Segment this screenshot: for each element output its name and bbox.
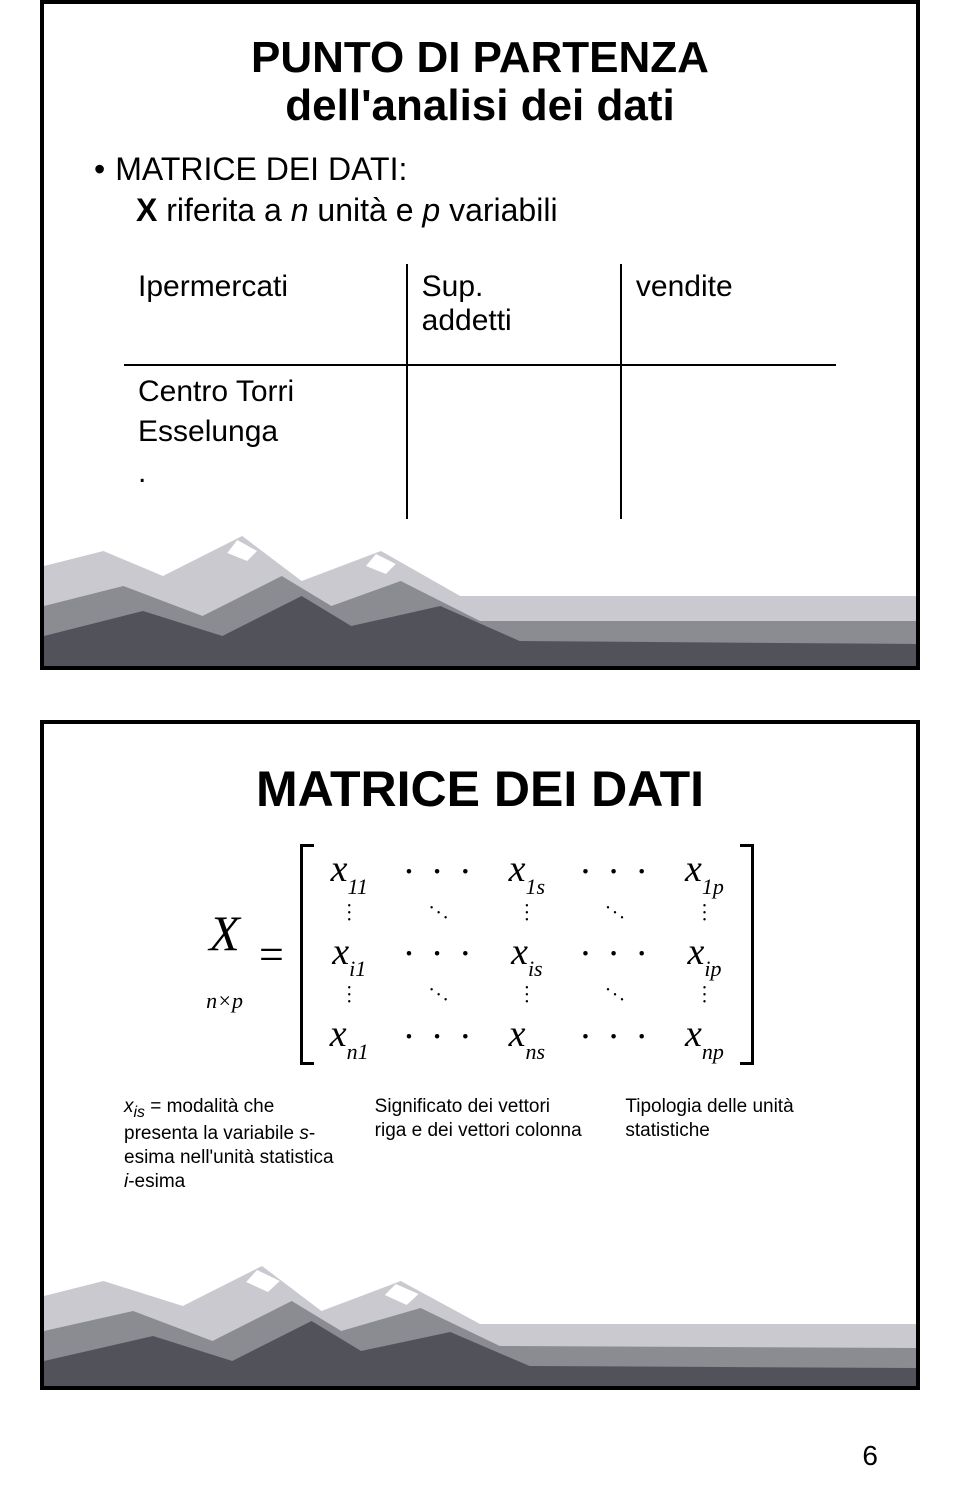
slide-1-title: PUNTO DI PARTENZA dell'analisi dei dati xyxy=(94,34,866,131)
sub-tail: variabili xyxy=(440,192,557,228)
cell-esselunga: Esselunga xyxy=(138,415,278,448)
cell-r1-c3 xyxy=(621,365,836,520)
matrix-cell: x1s xyxy=(509,850,545,894)
title-line-2: dell'analisi dei dati xyxy=(285,81,674,130)
matrix-cell: xip xyxy=(687,933,721,977)
matrix-cell: xnp xyxy=(685,1015,724,1059)
cell-dot: . xyxy=(138,456,146,489)
lhs-sub: n×p xyxy=(206,988,243,1013)
th-sup: Sup. addetti xyxy=(407,264,621,365)
matrix-cell: ••• xyxy=(606,906,624,921)
data-table-wrap: Ipermercati Sup. addetti vendite xyxy=(124,264,836,520)
matrix-lhs: X n×p xyxy=(206,908,243,1000)
matrix-cell: · · · xyxy=(403,1018,475,1056)
matrix-grid: x11 · · · x1s · · · x1p ••• ••• ••• ••• ••• xi1 · ·… xyxy=(316,844,738,1065)
matrix-cell: ••• xyxy=(703,904,707,923)
matrix-row: X n×p = x11 · · · x1s · · · x1p ••• ••• ••• ••• •… xyxy=(94,844,866,1065)
matrix-cell: · · · xyxy=(403,853,475,891)
bullet-dot: • xyxy=(94,151,105,188)
matrix-cell: ••• xyxy=(347,904,351,923)
matrix-cell: ••• xyxy=(703,986,707,1005)
matrix-cell: xns xyxy=(509,1015,545,1059)
lhs-main: X xyxy=(209,905,240,961)
matrix-cell: ••• xyxy=(430,906,448,921)
matrix-cell: ••• xyxy=(430,988,448,1003)
cap1-mid: = modalità che presenta la variabile xyxy=(124,1096,299,1145)
bullet-row: • MATRICE DEI DATI: xyxy=(94,151,866,188)
captions-row: xis = modalità che presenta la variabile… xyxy=(124,1095,836,1194)
cap1-s: s xyxy=(299,1123,309,1144)
right-bracket xyxy=(738,844,754,1065)
slide-1-content: PUNTO DI PARTENZA dell'analisi dei dati … xyxy=(44,4,916,549)
cell-centro: Centro Torri xyxy=(138,375,294,408)
page-number: 6 xyxy=(40,1440,920,1482)
sub-n: n xyxy=(291,192,309,228)
sub-mid1: riferita a xyxy=(157,192,290,228)
slide-2-title: MATRICE DEI DATI xyxy=(94,760,866,818)
matrix-cell: xis xyxy=(511,933,543,977)
th-addetti-text: addetti xyxy=(422,304,512,337)
left-bracket xyxy=(300,844,316,1065)
matrix-cell: x11 xyxy=(331,850,368,894)
matrix-cell: · · · xyxy=(579,1018,651,1056)
data-table: Ipermercati Sup. addetti vendite xyxy=(124,264,836,520)
matrix-cell: ••• xyxy=(606,988,624,1003)
matrix-cell: · · · xyxy=(579,853,651,891)
cap1-is: is xyxy=(134,1104,145,1121)
matrix-cell: xi1 xyxy=(332,933,366,977)
matrix-cell: x1p xyxy=(685,850,724,894)
matrix-cell: xn1 xyxy=(330,1015,369,1059)
matrix-brackets: x11 · · · x1s · · · x1p ••• ••• ••• ••• ••• xi1 · ·… xyxy=(300,844,754,1065)
matrix-cell: · · · xyxy=(579,935,651,973)
caption-3: Tipologia delle unità statistiche xyxy=(625,1095,836,1194)
title-line-1: PUNTO DI PARTENZA xyxy=(251,33,709,82)
slide-1: PUNTO DI PARTENZA dell'analisi dei dati … xyxy=(40,0,920,670)
matrix-cell: ••• xyxy=(347,986,351,1005)
slide-2-content: MATRICE DEI DATI X n×p = x11 · · · x1s · · … xyxy=(44,724,916,1224)
matrix-cell: ••• xyxy=(525,904,529,923)
th-sup-text: Sup. xyxy=(422,270,484,303)
equals-sign: = xyxy=(259,929,284,980)
th-ipermercati: Ipermercati xyxy=(124,264,407,365)
cap1-tail: -esima xyxy=(128,1171,185,1192)
caption-1: xis = modalità che presenta la variabile… xyxy=(124,1095,335,1194)
caption-2: Significato dei vettori riga e dei vetto… xyxy=(375,1095,586,1194)
cell-r1-c2 xyxy=(407,365,621,520)
page: PUNTO DI PARTENZA dell'analisi dei dati … xyxy=(0,0,960,1512)
matrix-area: X n×p = x11 · · · x1s · · · x1p ••• ••• ••• ••• •… xyxy=(94,844,866,1065)
sub-x: X xyxy=(136,192,157,228)
bullet-sub: X riferita a n unità e p variabili xyxy=(136,192,866,229)
th-vendite: vendite xyxy=(621,264,836,365)
bullet-label: MATRICE DEI DATI: xyxy=(115,151,407,188)
matrix-cell: · · · xyxy=(403,935,475,973)
cap1-x: x xyxy=(124,1096,134,1117)
cell-r1-c1: Centro Torri Esselunga . xyxy=(124,365,407,520)
mountains-decoration-2 xyxy=(44,1216,916,1386)
sub-p: p xyxy=(422,192,440,228)
sub-mid2: unità e xyxy=(309,192,423,228)
matrix-cell: ••• xyxy=(525,986,529,1005)
slide-2: MATRICE DEI DATI X n×p = x11 · · · x1s · · … xyxy=(40,720,920,1390)
